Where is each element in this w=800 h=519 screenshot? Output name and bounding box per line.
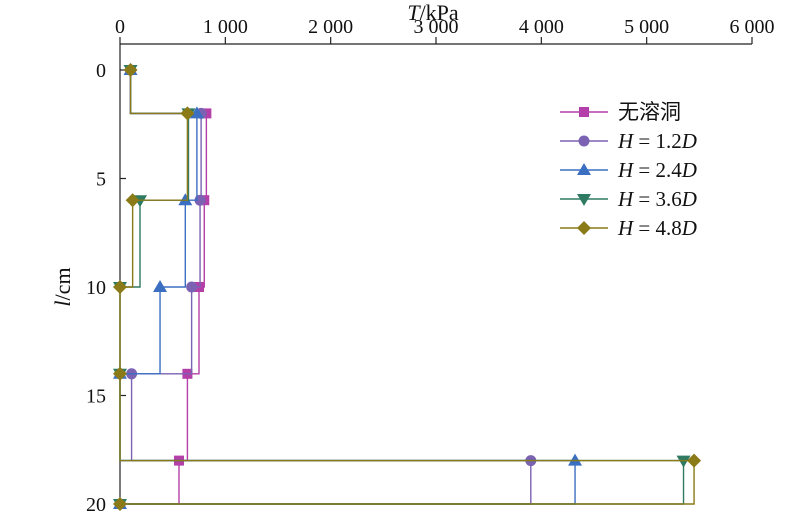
legend-label: H = 4.8D — [617, 216, 697, 240]
x-tick-label: 0 — [115, 16, 125, 38]
series-5 — [113, 63, 702, 511]
legend-label-part: H — [617, 187, 635, 211]
y-tick-label: 0 — [96, 60, 106, 82]
series-layer — [113, 63, 702, 511]
data-point — [687, 453, 702, 468]
data-point — [123, 63, 138, 77]
legend-label-part: H — [617, 158, 635, 182]
series-3 — [113, 63, 583, 509]
legend-label-part: D — [681, 129, 697, 153]
x-tick-label: 4 000 — [519, 16, 564, 38]
legend-label-part: = 3.6 — [633, 187, 682, 211]
legend-entry: H = 3.6D — [560, 187, 697, 211]
x-tick-label: 6 000 — [730, 16, 775, 38]
legend-label: 无溶洞 — [618, 100, 681, 124]
x-tick-label: 5 000 — [624, 16, 669, 38]
legend-entry: H = 1.2D — [560, 129, 697, 153]
legend-label-part: = 1.2 — [633, 129, 682, 153]
legend-label-part: H — [617, 129, 635, 153]
legend-label: H = 3.6D — [617, 187, 697, 211]
data-point — [186, 281, 198, 293]
data-point — [189, 106, 204, 119]
data-point — [180, 106, 195, 121]
legend-label-part: D — [681, 158, 697, 182]
legend-marker — [579, 107, 589, 117]
legend-label-part: = 4.8 — [633, 216, 682, 240]
x-tick-label: 1 000 — [203, 16, 248, 38]
data-point — [676, 455, 691, 468]
data-point — [113, 497, 127, 511]
legend-label-part: H — [617, 216, 635, 240]
x-tick-label: 2 000 — [308, 16, 353, 38]
legend-marker — [577, 163, 591, 175]
data-point — [178, 193, 193, 206]
y-tick-label: 20 — [86, 494, 106, 516]
legend-label-part: 无溶洞 — [618, 100, 681, 124]
data-point — [113, 366, 127, 381]
y-tick-label: 5 — [96, 169, 106, 191]
x-axis-title: T/kPa — [407, 0, 459, 25]
data-point — [153, 280, 168, 292]
x-tick-label: 3 000 — [414, 16, 459, 38]
y-axis-title: l/cm — [50, 267, 75, 306]
legend-entry: H = 4.8D — [560, 216, 697, 240]
legend-label: H = 1.2D — [617, 129, 697, 153]
legend-label-part: = 2.4 — [633, 158, 682, 182]
legend-label-part: D — [681, 187, 697, 211]
legend-entry: H = 2.4D — [560, 158, 697, 182]
y-axis-title-symbol: l — [50, 300, 75, 306]
legend-entry: 无溶洞 — [560, 100, 681, 124]
legend-marker — [577, 221, 591, 235]
legend-label: H = 2.4D — [617, 158, 697, 182]
y-tick-label: 10 — [86, 277, 106, 299]
data-point — [125, 193, 140, 208]
data-point — [568, 453, 583, 466]
x-axis-title-symbol: T — [407, 0, 421, 25]
legend-marker — [577, 194, 591, 206]
data-point — [113, 280, 127, 294]
legend-label-part: D — [681, 216, 697, 240]
y-tick-label: 15 — [86, 386, 106, 408]
axes: 0 1 000 2 000 3 000 4 000 5 000 6 000 0 5 10 15 20 T… — [50, 0, 775, 516]
x-axis-title-unit: /kPa — [420, 0, 459, 25]
legend-marker — [578, 135, 590, 147]
y-axis-title-unit: /cm — [50, 267, 75, 300]
